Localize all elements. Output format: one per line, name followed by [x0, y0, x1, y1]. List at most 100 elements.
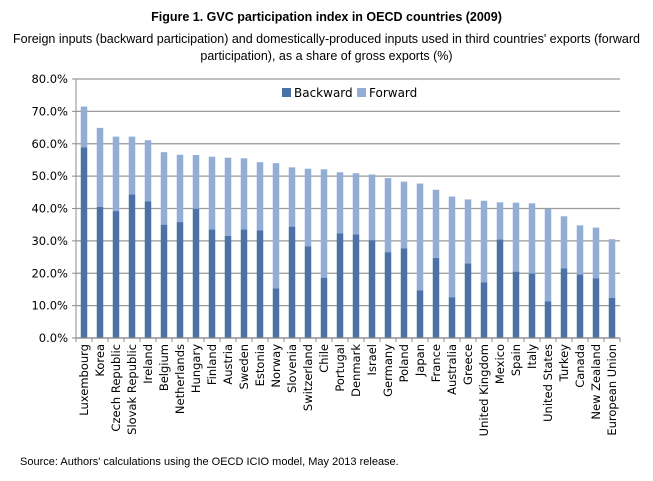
x-tick-label: Denmark [349, 344, 363, 397]
x-tick-label: Spain [509, 344, 523, 376]
bar-forward [96, 127, 104, 207]
x-tick-label: Luxembourg [77, 344, 91, 416]
bar-backward [192, 208, 200, 338]
bar-forward [496, 202, 504, 240]
bar-forward [320, 169, 328, 278]
x-tick-label: France [429, 344, 443, 382]
bar-backward [496, 239, 504, 338]
x-tick-label: Hungary [189, 344, 203, 393]
bar-backward [160, 224, 168, 338]
x-axis: Luxembourg Korea Czech Republic Slovak Repu… [75, 337, 621, 436]
x-tick-label: Italy [525, 344, 539, 369]
bar-forward [400, 181, 408, 249]
bar-forward [160, 152, 168, 225]
bar-backward [96, 206, 104, 338]
bar-forward [528, 203, 536, 274]
x-tick-label: United Kingdom [477, 344, 491, 436]
x-tick-label: Portugal [333, 344, 347, 392]
bar-backward [336, 233, 344, 338]
bar-forward [512, 202, 520, 272]
bar-forward [80, 106, 88, 148]
legend-swatch-forward [357, 88, 366, 97]
chart-subtitle: Foreign inputs (backward participation) … [12, 32, 640, 63]
x-tick-label: Turkey [557, 344, 571, 383]
x-tick-label: Israel [365, 344, 379, 375]
x-tick-label: Czech Republic [109, 344, 123, 432]
x-tick-label: Ireland [141, 344, 155, 384]
bar-forward [384, 178, 392, 253]
bar-forward [448, 196, 456, 298]
bar-backward [592, 278, 600, 338]
bar-forward [144, 140, 152, 202]
bar-backward [80, 147, 88, 338]
bar-backward [144, 201, 152, 338]
chart-title: Figure 1. GVC participation index in OEC… [151, 10, 502, 24]
y-tick-label: 30.0% [31, 234, 68, 248]
x-tick-label: Sweden [237, 344, 251, 389]
gridlines [76, 78, 620, 339]
bar-backward [464, 263, 472, 338]
legend-label-forward: Forward [369, 86, 417, 100]
bar-forward [256, 162, 264, 231]
x-tick-label: Norway [269, 344, 283, 388]
x-tick-label: Greece [461, 344, 475, 385]
x-tick-label: Germany [381, 344, 395, 397]
y-tick-label: 50.0% [31, 169, 68, 183]
bar-forward [560, 216, 568, 269]
bar-backward [224, 236, 232, 338]
bar-backward [128, 194, 136, 338]
y-tick-label: 80.0% [31, 72, 68, 86]
bar-backward [304, 246, 312, 338]
bar-forward [544, 208, 552, 302]
x-tick-label: Mexico [493, 344, 507, 384]
x-tick-label: Switzerland [301, 344, 315, 411]
bar-forward [464, 199, 472, 264]
bar-forward [432, 189, 440, 259]
x-tick-label: Australia [445, 344, 459, 395]
bar-forward [336, 172, 344, 234]
bar-forward [240, 158, 248, 230]
bar-backward [544, 301, 552, 338]
y-axis: 0.0% 10.0% 20.0% 30.0% 40.0% 50.0% 60.0% 70.0% 8… [31, 72, 77, 345]
bar-forward [272, 163, 280, 289]
bar-backward [256, 230, 264, 338]
y-tick-label: 20.0% [31, 266, 68, 280]
y-tick-label: 60.0% [31, 137, 68, 151]
bar-backward [432, 258, 440, 338]
bar-backward [384, 252, 392, 338]
bar-backward [352, 234, 360, 338]
bar-backward [176, 222, 184, 338]
x-tick-label: Estonia [253, 344, 267, 386]
y-tick-label: 70.0% [31, 104, 68, 118]
y-tick-label: 10.0% [31, 299, 68, 313]
bar-backward [208, 229, 216, 338]
legend-swatch-backward [282, 88, 291, 97]
bar-backward [240, 229, 248, 338]
x-tick-label: Slovak Republic [125, 344, 139, 435]
bar-forward [224, 157, 232, 237]
bar-backward [608, 297, 616, 338]
x-tick-label: Chile [317, 344, 331, 373]
x-tick-label: United States [541, 344, 555, 422]
legend-label-backward: Backward [294, 86, 353, 100]
bar-forward [416, 183, 424, 291]
bar-backward [416, 290, 424, 338]
bar-backward [576, 274, 584, 338]
x-tick-label: Canada [573, 344, 587, 388]
x-tick-label: European Union [605, 344, 619, 436]
bars [80, 106, 616, 338]
x-tick-label: Japan [413, 344, 427, 377]
x-tick-label: Austria [221, 344, 235, 385]
x-tick-label: Belgium [157, 344, 171, 391]
bar-backward [320, 277, 328, 338]
x-tick-label: Korea [93, 344, 107, 377]
bar-forward [608, 239, 616, 298]
bar-backward [288, 226, 296, 338]
x-tick-label: Slovenia [285, 344, 299, 393]
bar-backward [272, 288, 280, 338]
bar-forward [480, 200, 488, 283]
bar-backward [368, 240, 376, 338]
bar-backward [480, 282, 488, 338]
bar-backward [112, 211, 120, 338]
